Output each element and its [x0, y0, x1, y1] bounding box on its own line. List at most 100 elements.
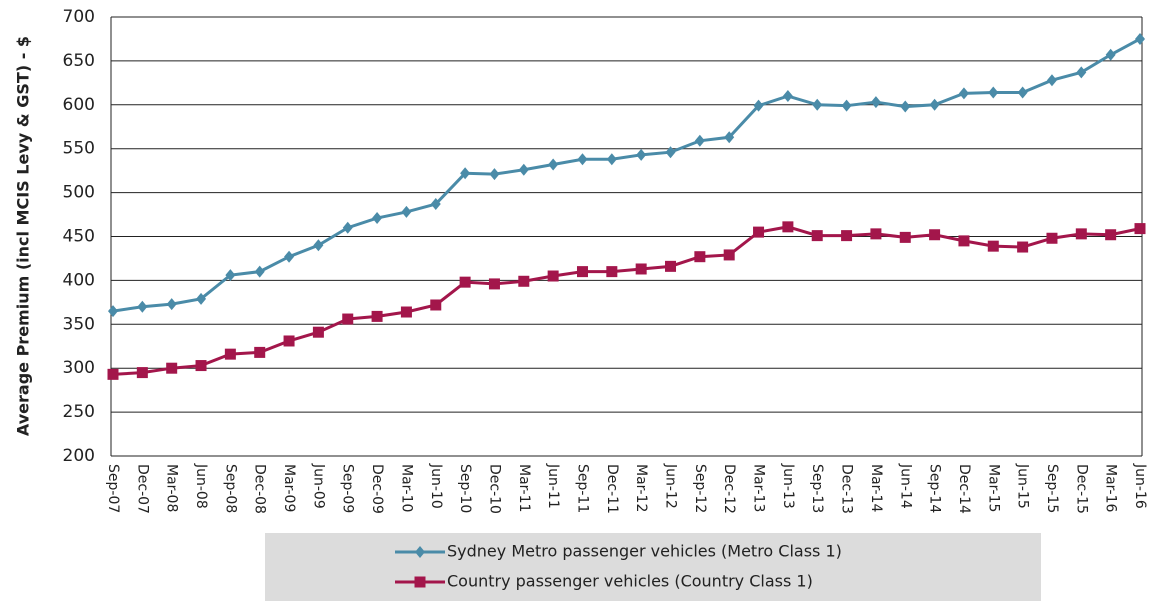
data-point: [988, 86, 999, 99]
data-point: [723, 249, 735, 261]
x-tick-label: Dec-08: [252, 464, 268, 514]
data-point: [841, 99, 852, 112]
x-tick-label: Dec-15: [1073, 464, 1089, 514]
data-point: [460, 167, 471, 180]
data-point: [372, 212, 383, 225]
data-point: [488, 278, 500, 290]
x-tick-label: Jun-14: [897, 463, 913, 509]
data-point: [694, 134, 705, 147]
data-point: [958, 235, 970, 247]
data-point: [1105, 48, 1116, 61]
data-point: [665, 146, 676, 159]
data-point: [400, 306, 412, 318]
data-point: [576, 266, 588, 278]
legend-marker: [414, 576, 426, 588]
data-point: [899, 231, 911, 243]
data-point: [342, 221, 353, 234]
data-point: [870, 96, 881, 109]
x-tick-label: Sep-14: [927, 464, 943, 513]
x-tick-label: Dec-12: [721, 464, 737, 514]
data-point: [929, 98, 940, 111]
data-point: [636, 148, 647, 161]
x-tick-label: Jun-11: [545, 463, 561, 509]
data-point: [606, 266, 618, 278]
x-tick-label: Sep-11: [574, 464, 590, 513]
legend-label: Country passenger vehicles (Country Clas…: [447, 572, 813, 591]
data-point: [1017, 241, 1029, 253]
data-point: [1135, 32, 1145, 45]
data-point: [841, 230, 853, 242]
data-point: [401, 205, 412, 218]
x-tick-label: Mar-15: [985, 464, 1001, 512]
data-point: [489, 168, 500, 181]
data-point: [958, 87, 969, 100]
y-tick-label: 700: [63, 7, 95, 27]
y-tick-label: 600: [63, 95, 95, 115]
data-point: [900, 100, 911, 113]
y-tick-label: 200: [63, 446, 95, 466]
data-point: [1105, 229, 1117, 241]
data-point: [107, 368, 119, 380]
data-point: [224, 348, 236, 360]
x-tick-label: Sep-07: [105, 464, 121, 513]
data-point: [782, 221, 794, 233]
legend-marker: [415, 546, 425, 558]
data-point: [547, 270, 559, 282]
x-tick-label: Mar-08: [164, 464, 180, 512]
x-tick-label: Mar-09: [281, 464, 297, 512]
x-tick-label: Mar-16: [1103, 464, 1119, 512]
x-tick-label: Jun-10: [428, 463, 444, 509]
series-line: [112, 37, 1141, 313]
data-point: [1134, 223, 1146, 235]
x-tick-label: Jun-15: [1015, 463, 1031, 509]
data-point: [606, 153, 617, 166]
x-tick-label: Sep-08: [222, 464, 238, 513]
data-point: [694, 251, 706, 263]
data-point: [225, 269, 236, 282]
x-tick-label: Jun-09: [310, 463, 326, 509]
x-tick-label: Sep-15: [1044, 464, 1060, 513]
data-point: [870, 228, 882, 240]
x-tick-label: Mar-14: [868, 464, 884, 512]
data-point: [342, 313, 354, 325]
data-point: [196, 292, 207, 305]
data-point: [811, 230, 823, 242]
data-point: [312, 326, 324, 338]
data-point: [284, 250, 295, 263]
x-tick-label: Sep-10: [457, 464, 473, 513]
data-point: [459, 276, 471, 288]
x-tick-label: Sep-13: [809, 464, 825, 513]
data-point: [635, 263, 647, 275]
x-tick-label: Dec-13: [839, 464, 855, 514]
data-point: [254, 346, 266, 358]
data-point: [430, 198, 441, 211]
x-tick-label: Dec-07: [134, 464, 150, 514]
y-tick-label: 450: [63, 227, 95, 247]
data-point: [137, 300, 148, 313]
x-tick-label: Jun-13: [780, 463, 796, 509]
legend-label: Sydney Metro passenger vehicles (Metro C…: [447, 542, 842, 561]
data-point: [518, 163, 529, 176]
data-point: [371, 310, 383, 322]
y-tick-label: 550: [63, 139, 95, 159]
data-point: [283, 335, 295, 347]
data-point: [313, 239, 324, 252]
x-tick-label: Sep-12: [692, 464, 708, 513]
x-tick-label: Dec-14: [956, 464, 972, 514]
data-point: [1076, 66, 1087, 79]
data-point: [753, 99, 764, 112]
data-point: [753, 226, 765, 238]
data-point: [1046, 232, 1058, 244]
x-tick-label: Jun-16: [1132, 463, 1148, 509]
data-point: [166, 362, 178, 374]
x-tick-label: Jun-08: [193, 463, 209, 509]
data-point: [548, 158, 559, 171]
y-tick-label: 500: [63, 183, 95, 203]
y-tick-label: 300: [63, 358, 95, 378]
legend-box: [265, 533, 1041, 601]
y-tick-label: 650: [63, 51, 95, 71]
x-tick-label: Sep-09: [340, 464, 356, 513]
data-point: [108, 305, 118, 318]
x-tick-label: Jun-12: [663, 463, 679, 509]
